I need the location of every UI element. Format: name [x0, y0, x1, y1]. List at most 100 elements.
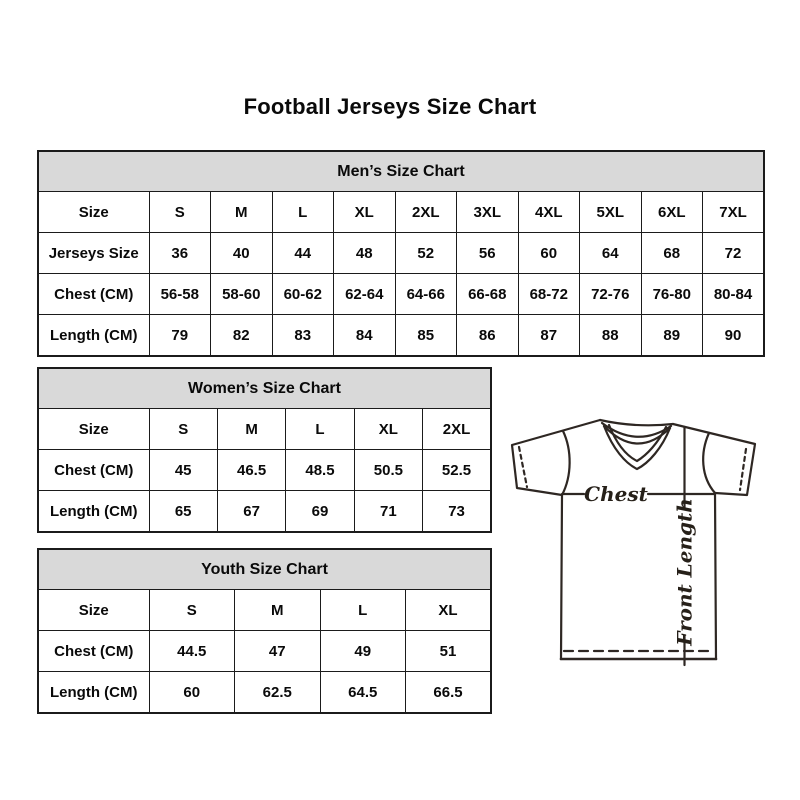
vneck-outer-line [602, 424, 672, 471]
body-right-edge [713, 491, 718, 661]
value-cell: 60 [148, 671, 235, 714]
table-row: Length (CM) 60 62.5 64.5 66.5 [37, 671, 492, 714]
table-row: Chest (CM) 56-58 58-60 60-62 62-64 64-66 66-68… [37, 273, 765, 315]
table-title: Men’s Size Chart [37, 150, 765, 192]
value-cell: 52.5 [422, 449, 492, 491]
row-label-cell: Size [37, 589, 150, 631]
value-cell: 44.5 [148, 630, 235, 672]
front-length-label: Front Length [673, 498, 697, 647]
body-left-edge [559, 493, 564, 661]
value-cell: 79 [148, 314, 211, 357]
vneck-inner-line [607, 423, 668, 463]
right-sleeve-outline [671, 422, 757, 497]
value-cell: 72-76 [579, 273, 642, 315]
row-label-cell: Chest (CM) [37, 273, 150, 315]
value-cell: 56-58 [148, 273, 211, 315]
value-cell: 64 [579, 232, 642, 274]
value-cell: 52 [394, 232, 457, 274]
left-cuff-dashed-line [517, 445, 529, 489]
value-cell: 44 [271, 232, 334, 274]
row-label-cell: Jerseys Size [37, 232, 150, 274]
value-cell: 68-72 [517, 273, 580, 315]
row-label-cell: Length (CM) [37, 490, 150, 533]
value-cell: M [210, 191, 273, 233]
value-cell: 60-62 [271, 273, 334, 315]
value-cell: 71 [353, 490, 424, 533]
chest-label: Chest [584, 482, 648, 506]
value-cell: L [271, 191, 334, 233]
value-cell: M [234, 589, 321, 631]
value-cell: 3XL [456, 191, 519, 233]
row-label-cell: Chest (CM) [37, 449, 150, 491]
value-cell: 88 [579, 314, 642, 357]
value-cell: 6XL [640, 191, 703, 233]
value-cell: 66-68 [456, 273, 519, 315]
table-row: Chest (CM) 44.5 47 49 51 [37, 630, 492, 672]
value-cell: 67 [216, 490, 287, 533]
value-cell: 48.5 [285, 449, 355, 491]
value-cell: XL [353, 408, 424, 450]
value-cell: 36 [148, 232, 211, 274]
value-cell: L [285, 408, 355, 450]
value-cell: 46.5 [216, 449, 287, 491]
table-row: Size S M L XL 2XL [37, 408, 492, 450]
jersey-icon: Chest Front Length [510, 418, 757, 667]
right-armhole-seam [702, 431, 717, 495]
value-cell: 68 [640, 232, 703, 274]
row-label-cell: Size [37, 191, 150, 233]
value-cell: 86 [456, 314, 519, 357]
value-cell: 80-84 [702, 273, 765, 315]
right-cuff-dashed-line [738, 447, 748, 492]
value-cell: M [216, 408, 287, 450]
table-row: Size S M L XL 2XL 3XL 4XL 5XL 6XL 7XL [37, 191, 765, 233]
value-cell: XL [405, 589, 492, 631]
left-armhole-seam [560, 429, 571, 497]
value-cell: 64.5 [319, 671, 406, 714]
value-cell: S [148, 589, 235, 631]
row-label-cell: Size [37, 408, 150, 450]
value-cell: 40 [210, 232, 273, 274]
value-cell: S [148, 191, 211, 233]
value-cell: 89 [640, 314, 703, 357]
womens-size-table: Women’s Size Chart Size S M L XL 2XL Chest (CM)… [37, 367, 492, 533]
value-cell: 66.5 [405, 671, 492, 714]
collar-top-line [598, 418, 675, 427]
table-row: Length (CM) 79 82 83 84 85 86 87 88 89 90 [37, 314, 765, 357]
value-cell: 87 [517, 314, 580, 357]
table-title: Youth Size Chart [37, 548, 492, 590]
value-cell: 72 [702, 232, 765, 274]
value-cell: 2XL [422, 408, 492, 450]
value-cell: 51 [405, 630, 492, 672]
value-cell: 5XL [579, 191, 642, 233]
value-cell: 85 [394, 314, 457, 357]
value-cell: 65 [148, 490, 218, 533]
value-cell: 50.5 [353, 449, 424, 491]
value-cell: 62.5 [234, 671, 321, 714]
value-cell: 84 [333, 314, 396, 357]
left-sleeve-outline [510, 418, 602, 497]
value-cell: 76-80 [640, 273, 703, 315]
value-cell: 90 [702, 314, 765, 357]
jersey-measurement-diagram: Chest Front Length [505, 400, 775, 670]
value-cell: 48 [333, 232, 396, 274]
page-title: Football Jerseys Size Chart [243, 94, 537, 119]
mens-size-table: Men’s Size Chart Size S M L XL 2XL 3XL 4XL 5XL 6XL… [37, 150, 765, 357]
value-cell: S [148, 408, 218, 450]
value-cell: 2XL [394, 191, 457, 233]
value-cell: 83 [271, 314, 334, 357]
row-label-cell: Chest (CM) [37, 630, 150, 672]
value-cell: 58-60 [210, 273, 273, 315]
value-cell: 60 [517, 232, 580, 274]
row-label-cell: Length (CM) [37, 314, 150, 357]
value-cell: 73 [422, 490, 492, 533]
youth-size-table: Youth Size Chart Size S M L XL Chest (CM) 44.5 4… [37, 548, 492, 714]
value-cell: 49 [319, 630, 406, 672]
value-cell: 62-64 [333, 273, 396, 315]
value-cell: 7XL [702, 191, 765, 233]
value-cell: L [319, 589, 406, 631]
value-cell: 4XL [517, 191, 580, 233]
row-label-cell: Length (CM) [37, 671, 150, 714]
table-title: Women’s Size Chart [37, 367, 492, 409]
table-row: Length (CM) 65 67 69 71 73 [37, 490, 492, 533]
table-row: Jerseys Size 36 40 44 48 52 56 60 64 68 72 [37, 232, 765, 274]
